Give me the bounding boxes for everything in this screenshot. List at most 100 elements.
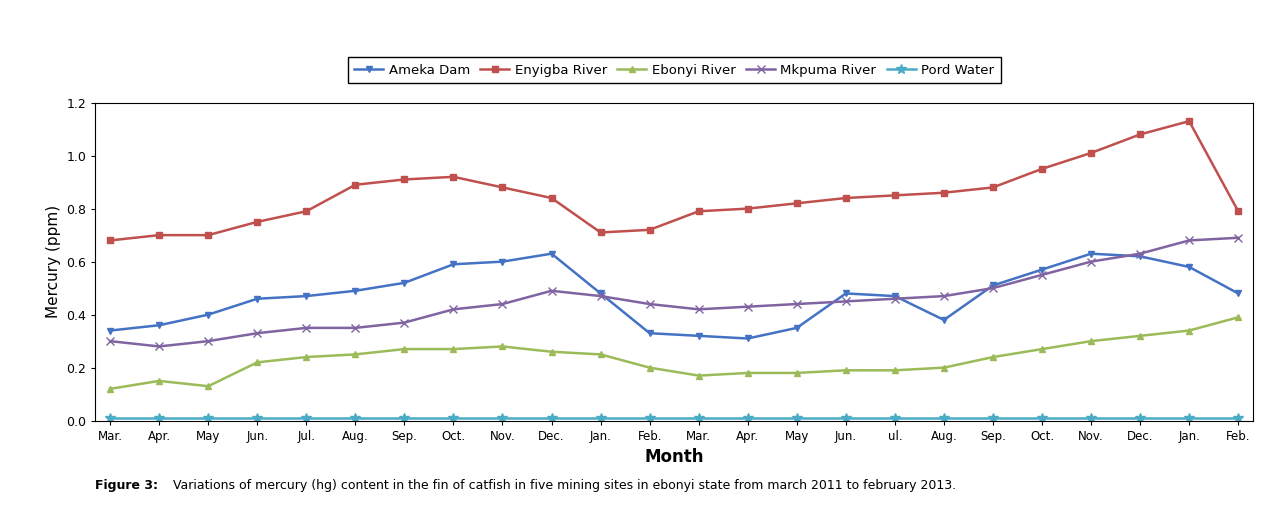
Line: Pord Water: Pord Water <box>106 413 1243 423</box>
Pord Water <box>838 415 854 421</box>
Line: Ameka Dam: Ameka Dam <box>107 250 1241 342</box>
Ameka Dam <box>1132 253 1147 260</box>
Ebonyi River <box>445 346 460 352</box>
Mkpuma River <box>1034 272 1049 278</box>
Enyigba River <box>593 229 608 235</box>
Ameka Dam <box>789 325 804 331</box>
Legend: Ameka Dam, Enyigba River, Ebonyi River, Mkpuma River, Pord Water: Ameka Dam, Enyigba River, Ebonyi River, … <box>347 57 1001 83</box>
Ebonyi River <box>740 370 756 376</box>
Pord Water <box>642 415 658 421</box>
Mkpuma River <box>544 288 560 294</box>
Enyigba River <box>936 190 951 196</box>
Enyigba River <box>495 184 510 190</box>
Mkpuma River <box>445 306 460 312</box>
Ameka Dam <box>1034 267 1049 273</box>
Mkpuma River <box>151 343 167 349</box>
Mkpuma River <box>838 298 854 304</box>
Mkpuma River <box>1182 238 1197 244</box>
Pord Water <box>1132 415 1147 421</box>
Pord Water <box>1084 415 1099 421</box>
Pord Water <box>691 415 706 421</box>
Y-axis label: Mercury (ppm): Mercury (ppm) <box>46 205 61 318</box>
Mkpuma River <box>1230 234 1245 241</box>
Ebonyi River <box>789 370 804 376</box>
Ameka Dam <box>1230 290 1245 297</box>
Enyigba River <box>740 206 756 212</box>
Pord Water <box>495 415 510 421</box>
Mkpuma River <box>789 301 804 307</box>
Pord Water <box>103 415 118 421</box>
Ebonyi River <box>936 365 951 371</box>
Pord Water <box>151 415 167 421</box>
Mkpuma River <box>201 338 216 344</box>
Enyigba River <box>103 238 118 244</box>
Ebonyi River <box>888 367 903 373</box>
Ebonyi River <box>593 351 608 358</box>
Enyigba River <box>691 208 706 214</box>
Ebonyi River <box>347 351 363 358</box>
Enyigba River <box>201 232 216 238</box>
Mkpuma River <box>593 293 608 299</box>
Pord Water <box>445 415 460 421</box>
Enyigba River <box>397 176 412 183</box>
Mkpuma River <box>397 320 412 326</box>
Ameka Dam <box>691 333 706 339</box>
Pord Water <box>1230 415 1245 421</box>
Pord Water <box>593 415 608 421</box>
Mkpuma River <box>1132 251 1147 257</box>
Ameka Dam <box>249 295 265 302</box>
Enyigba River <box>642 227 658 233</box>
Mkpuma River <box>103 338 118 344</box>
Ebonyi River <box>544 349 560 355</box>
Enyigba River <box>789 200 804 206</box>
Enyigba River <box>249 219 265 225</box>
Pord Water <box>789 415 804 421</box>
Ebonyi River <box>1230 314 1245 320</box>
Ebonyi River <box>397 346 412 352</box>
Pord Water <box>544 415 560 421</box>
Line: Mkpuma River: Mkpuma River <box>106 233 1243 350</box>
Enyigba River <box>544 195 560 201</box>
Ameka Dam <box>740 336 756 342</box>
Ameka Dam <box>1084 251 1099 257</box>
Ebonyi River <box>151 378 167 384</box>
Enyigba River <box>299 208 314 214</box>
Ameka Dam <box>986 282 1001 288</box>
Enyigba River <box>1034 166 1049 172</box>
Pord Water <box>1034 415 1049 421</box>
Ebonyi River <box>838 367 854 373</box>
Enyigba River <box>986 184 1001 190</box>
Mkpuma River <box>691 306 706 312</box>
Enyigba River <box>1182 118 1197 124</box>
Ameka Dam <box>397 280 412 286</box>
Ameka Dam <box>445 261 460 267</box>
Mkpuma River <box>936 293 951 299</box>
Text: Variations of mercury (hg) content in the fin of catfish in five mining sites in: Variations of mercury (hg) content in th… <box>169 480 957 492</box>
Pord Water <box>986 415 1001 421</box>
Ebonyi River <box>201 383 216 389</box>
Pord Water <box>347 415 363 421</box>
Ameka Dam <box>201 311 216 318</box>
Enyigba River <box>151 232 167 238</box>
Mkpuma River <box>1084 259 1099 265</box>
Ameka Dam <box>151 322 167 328</box>
Pord Water <box>936 415 951 421</box>
Ameka Dam <box>544 251 560 257</box>
Mkpuma River <box>986 285 1001 291</box>
Ebonyi River <box>986 354 1001 360</box>
Ebonyi River <box>495 343 510 349</box>
Mkpuma River <box>495 301 510 307</box>
X-axis label: Month: Month <box>645 448 703 466</box>
Pord Water <box>888 415 903 421</box>
Enyigba River <box>1084 150 1099 156</box>
Pord Water <box>249 415 265 421</box>
Ebonyi River <box>691 372 706 379</box>
Ameka Dam <box>838 290 854 297</box>
Pord Water <box>740 415 756 421</box>
Ebonyi River <box>1182 327 1197 333</box>
Ebonyi River <box>642 365 658 371</box>
Ameka Dam <box>936 317 951 323</box>
Ebonyi River <box>1132 333 1147 339</box>
Ameka Dam <box>642 330 658 337</box>
Ebonyi River <box>1084 338 1099 344</box>
